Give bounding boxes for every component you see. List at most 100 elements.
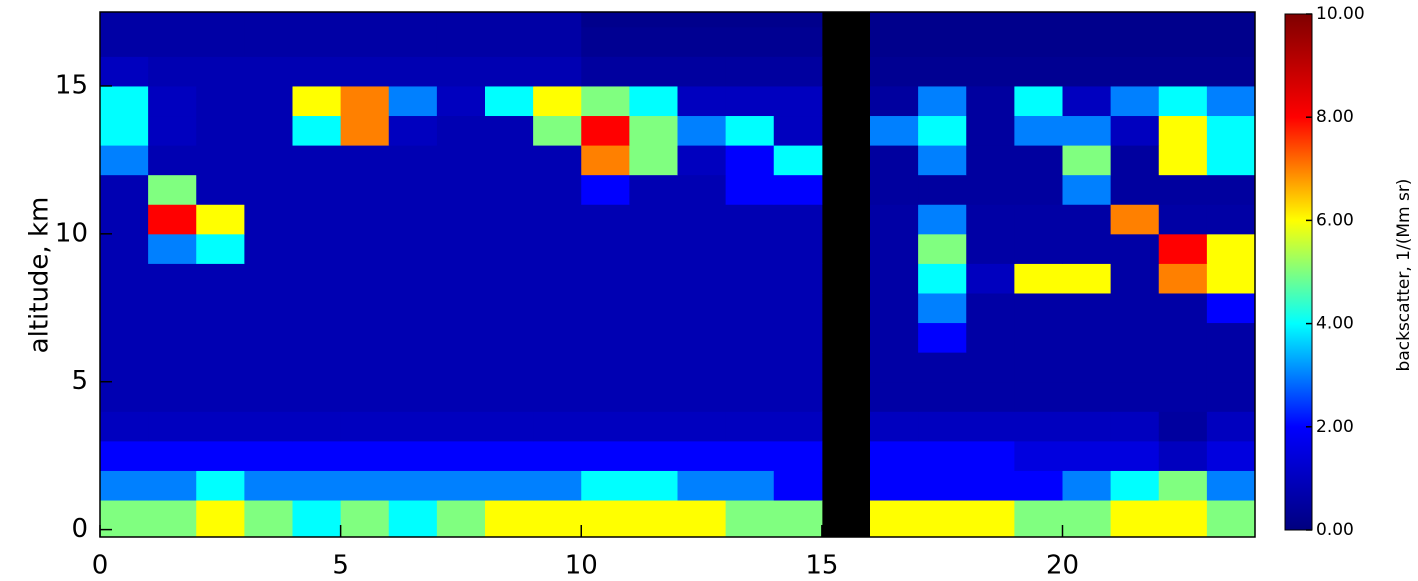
heatmap-cell [1110,204,1160,235]
heatmap-cell [1158,233,1208,264]
heatmap-cell [148,322,197,353]
heatmap-cell [1062,322,1112,353]
heatmap-cell [629,174,678,205]
heatmap-cell [725,233,775,264]
heatmap-cell [485,411,534,442]
heatmap-cell [1062,56,1112,87]
heatmap-cell [581,145,630,176]
heatmap-cell [100,85,149,117]
heatmap-cell [870,440,919,471]
heatmap-cell [677,12,727,28]
heatmap-cell [148,174,197,205]
heatmap-cell [773,85,823,117]
heatmap-cell [340,352,390,383]
heatmap-cell [148,263,197,294]
heatmap-cell [1110,85,1160,117]
heatmap-cell [581,233,630,264]
heatmap-cell [388,85,438,117]
heatmap-cell [725,411,775,442]
heatmap-cell [1062,411,1112,442]
heatmap-cell [196,352,245,383]
heatmap-cell [773,204,823,235]
heatmap-cell [1206,233,1256,264]
heatmap-cell [436,115,486,146]
heatmap-cell [292,12,342,28]
heatmap-cell [100,500,149,538]
heatmap-cell [1206,12,1256,28]
heatmap-cell [1158,381,1208,412]
heatmap-cell [100,470,149,501]
x-tick-label: 0 [92,551,109,581]
heatmap-cell [436,85,486,117]
heatmap-cell [196,85,245,117]
heatmap-cell [1110,115,1160,146]
heatmap-cell [773,381,823,412]
colorbar-tick-label: 2.00 [1316,417,1354,437]
heatmap-cell [1110,292,1160,324]
heatmap-cell [966,26,1015,57]
heatmap-cell [1014,411,1063,442]
heatmap-cell [966,292,1015,324]
heatmap-cell [100,292,149,324]
heatmap-cell [340,322,390,353]
heatmap-cell [1206,204,1256,235]
heatmap-cell [773,263,823,294]
heatmap-cell [918,204,967,235]
heatmap-cell [918,411,967,442]
heatmap-cell [1158,115,1208,146]
heatmap-cell [388,381,438,412]
heatmap-cell [870,204,919,235]
heatmap-cell [870,500,919,538]
heatmap-cell [1062,233,1112,264]
heatmap-cell [340,292,390,324]
heatmap-cell [533,381,582,412]
heatmap-cell [773,500,823,538]
heatmap-cell [966,381,1015,412]
heatmap-cell [148,292,197,324]
heatmap-cell [1014,322,1063,353]
heatmap-cell [244,470,293,501]
heatmap-cell [485,233,534,264]
heatmap-cell [629,292,678,324]
heatmap-cell [1206,263,1256,294]
heatmap-cell [485,174,534,205]
heatmap-cell [1014,381,1063,412]
heatmap-cell [966,500,1015,538]
heatmap-cell [677,352,727,383]
heatmap-cell [966,145,1015,176]
heatmap-cell [244,56,293,87]
heatmap-cell [1110,381,1160,412]
heatmap-cell [918,12,967,28]
heatmap-cell [918,115,967,146]
heatmap-cell [870,263,919,294]
heatmap-cell [244,440,293,471]
heatmap-cell [1062,470,1112,501]
heatmap-cell [533,440,582,471]
heatmap-cell [340,174,390,205]
heatmap-cell [677,26,727,57]
heatmap-cell [388,12,438,28]
heatmap-cell [1110,233,1160,264]
heatmap-cell [292,85,342,117]
heatmap-cell [436,500,486,538]
heatmap-cell [436,322,486,353]
heatmap-cell [533,204,582,235]
heatmap-cell [485,470,534,501]
heatmap-cell [1110,263,1160,294]
heatmap-cell [148,440,197,471]
heatmap-cell [773,440,823,471]
heatmap-cell [966,263,1015,294]
heatmap-cell [244,381,293,412]
heatmap-cell [629,263,678,294]
heatmap-cell [485,322,534,353]
heatmap-cell [1014,470,1063,501]
heatmap-cell [196,56,245,87]
heatmap-cell [148,145,197,176]
heatmap-cell [244,174,293,205]
heatmap-cell [244,145,293,176]
heatmap-cell [1206,292,1256,324]
heatmap-cell [388,174,438,205]
heatmap-cell [773,470,823,501]
heatmap-cell [581,381,630,412]
